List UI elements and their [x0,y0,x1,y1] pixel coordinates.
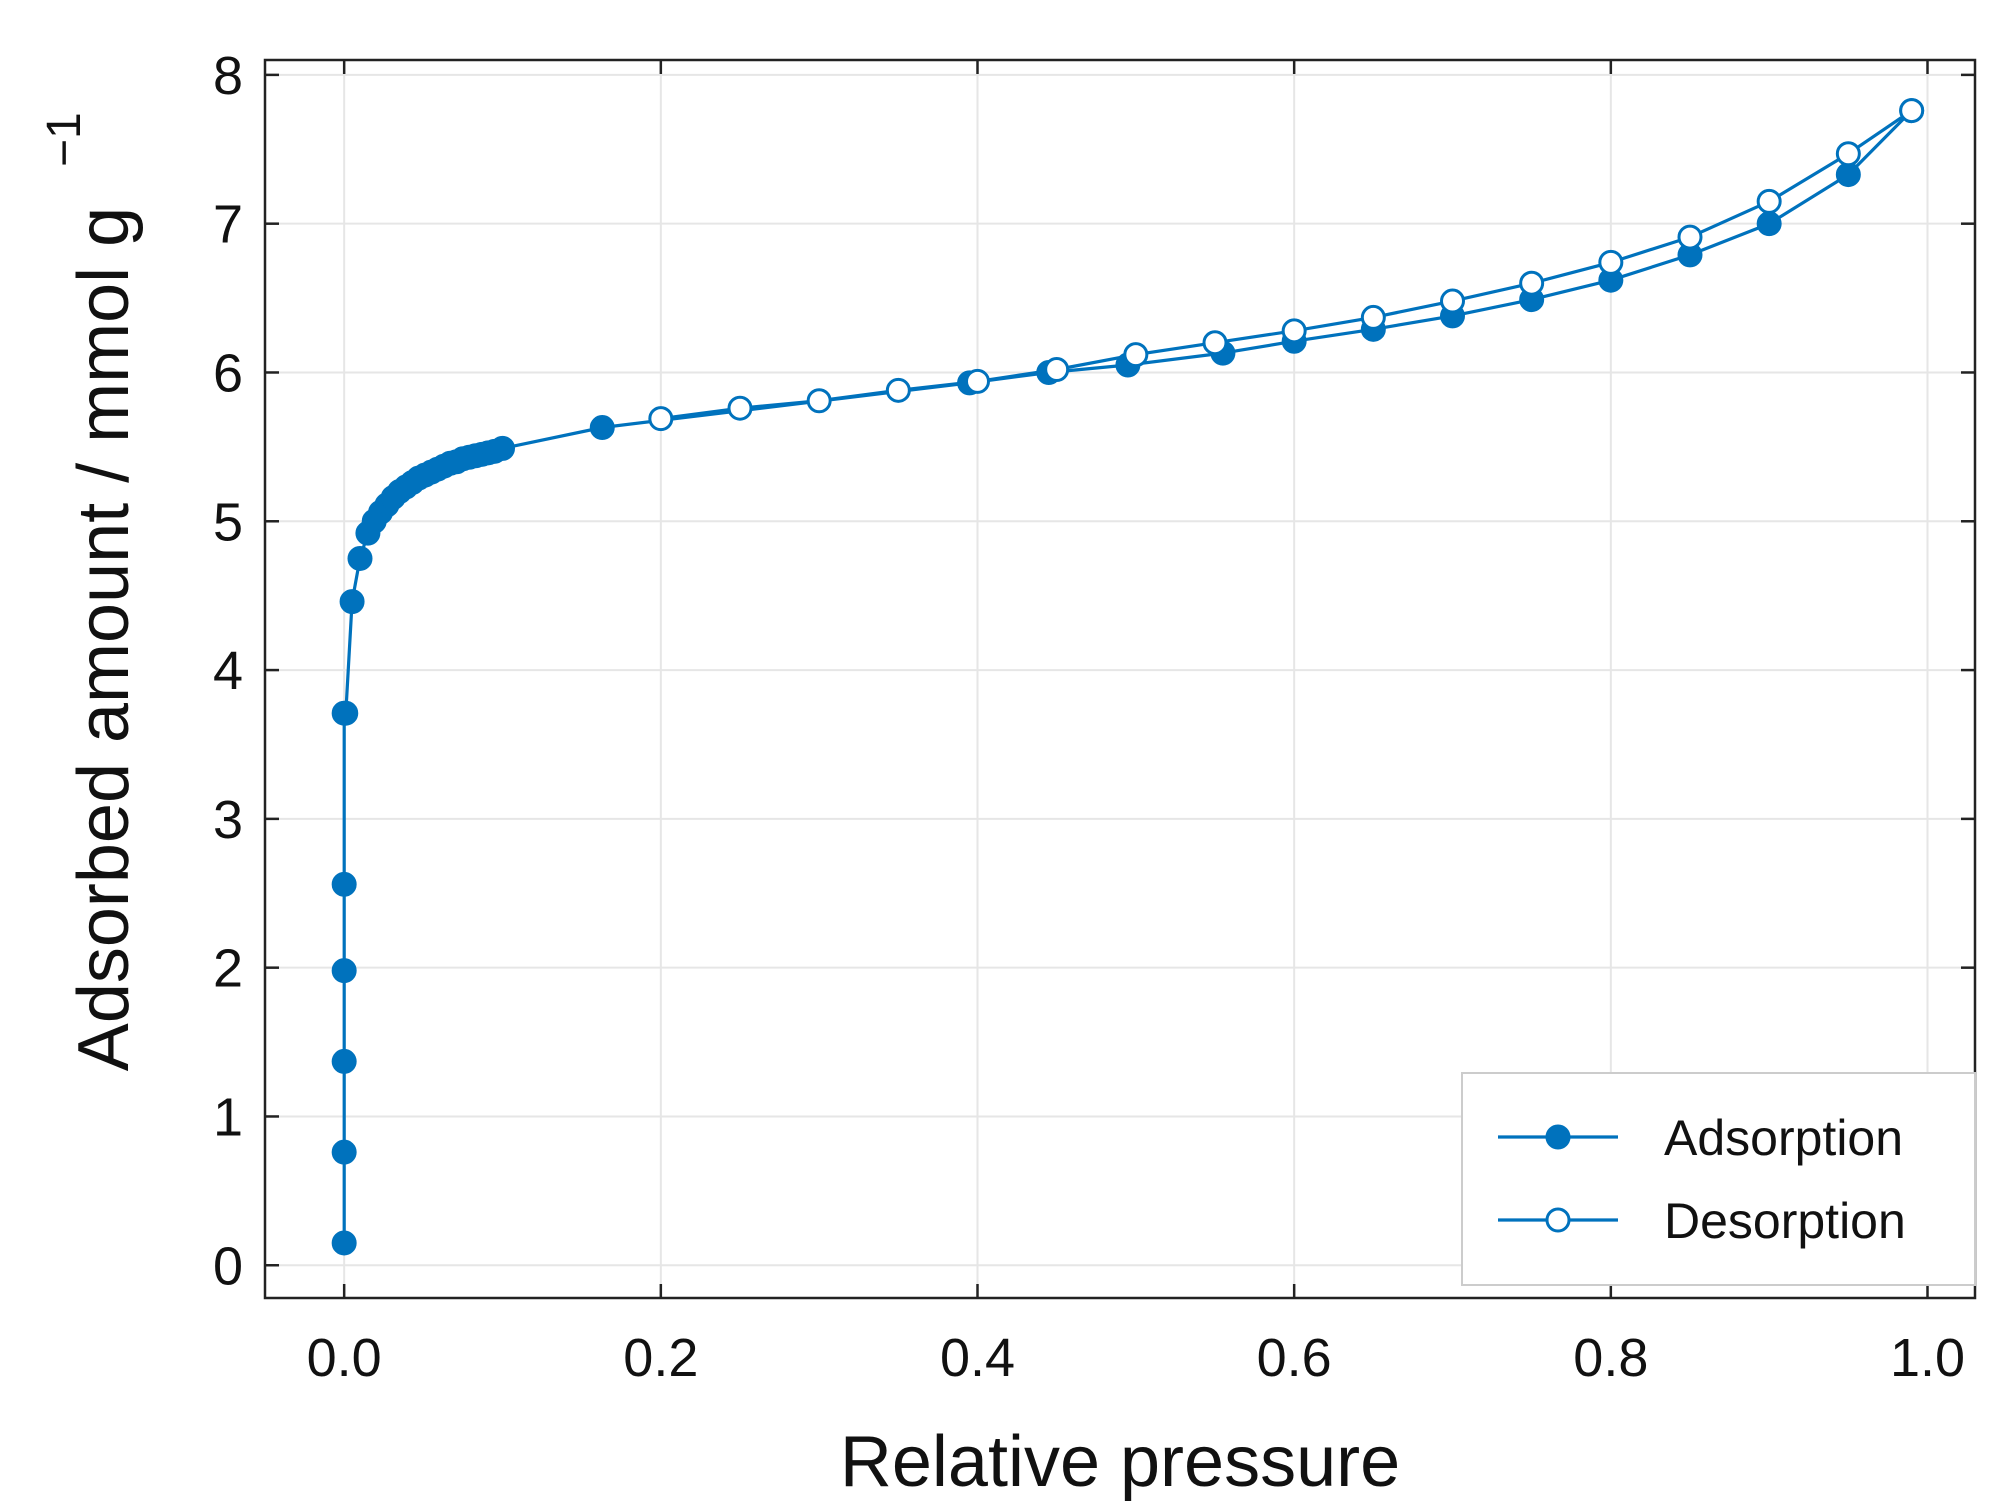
data-point-desorption [1598,249,1624,275]
data-point-desorption [648,406,674,432]
data-point-desorption [885,377,911,403]
data-point-adsorption [331,1048,357,1074]
legend-box [1461,1072,1976,1286]
legend: Adsorption Desorption [1461,1072,1976,1286]
x-axis-title: Relative pressure [840,1422,1400,1502]
data-point-adsorption [333,700,359,726]
legend-marker-adsorption [1545,1124,1571,1150]
data-point-desorption [1899,98,1925,124]
y-tick-label: 5 [213,492,243,552]
data-point-adsorption [331,871,357,897]
x-tick-label: 0.8 [1573,1328,1648,1388]
data-point-desorption [1123,342,1149,368]
legend-label-adsorption: Adsorption [1664,1110,1903,1166]
x-tick-label: 1.0 [1890,1328,1965,1388]
y-axis-unit-superscript: −1 [38,112,91,167]
data-point-adsorption [339,589,365,615]
x-tick-label: 0.2 [623,1328,698,1388]
legend-label-desorption: Desorption [1664,1193,1906,1249]
x-tick-labels: 0.0 0.2 0.4 0.6 0.8 1.0 [307,1328,1965,1388]
data-point-adsorption [347,545,373,571]
y-tick-label: 6 [213,343,243,403]
data-point-desorption [1044,357,1070,382]
data-point-desorption [1202,330,1228,356]
data-point-adsorption [331,1230,357,1256]
data-point-adsorption [589,415,615,441]
y-tick-label: 7 [213,195,243,255]
x-tick-label: 0.0 [307,1328,382,1388]
data-point-desorption [1835,141,1861,167]
data-point-desorption [1756,188,1782,214]
data-point-adsorption [1756,211,1782,237]
data-point-desorption [806,388,832,414]
data-point-desorption [727,395,753,421]
series-area [331,98,1925,1256]
axis-ticks [265,60,1975,1298]
plot-frame [263,58,1977,1300]
data-point-adsorption [1835,162,1861,188]
data-point-adsorption [331,1139,357,1165]
data-point-desorption [1677,224,1703,250]
y-tick-label: 2 [213,939,243,999]
data-point-desorption [1519,270,1545,296]
x-tick-label: 0.6 [1257,1328,1332,1388]
y-axis-title: Adsorbed amount / mmol g [64,207,144,1071]
data-point-desorption [1440,288,1465,314]
data-point-desorption [1281,318,1307,344]
x-tick-label: 0.4 [940,1328,1015,1388]
y-tick-labels: 0 1 2 3 4 5 6 7 8 [213,46,243,1296]
y-tick-label: 4 [213,641,243,701]
data-point-adsorption [490,435,515,461]
data-point-desorption [965,368,990,394]
data-point-adsorption [331,958,357,984]
y-tick-label: 1 [213,1087,243,1147]
y-axis-title-group: Adsorbed amount / mmol g −1 [38,112,144,1071]
y-tick-label: 3 [213,790,243,850]
y-tick-label: 8 [213,46,243,106]
legend-marker-desorption [1545,1207,1571,1233]
data-point-desorption [1360,304,1386,330]
series-desorption [648,98,1925,432]
y-tick-label: 0 [213,1236,243,1296]
